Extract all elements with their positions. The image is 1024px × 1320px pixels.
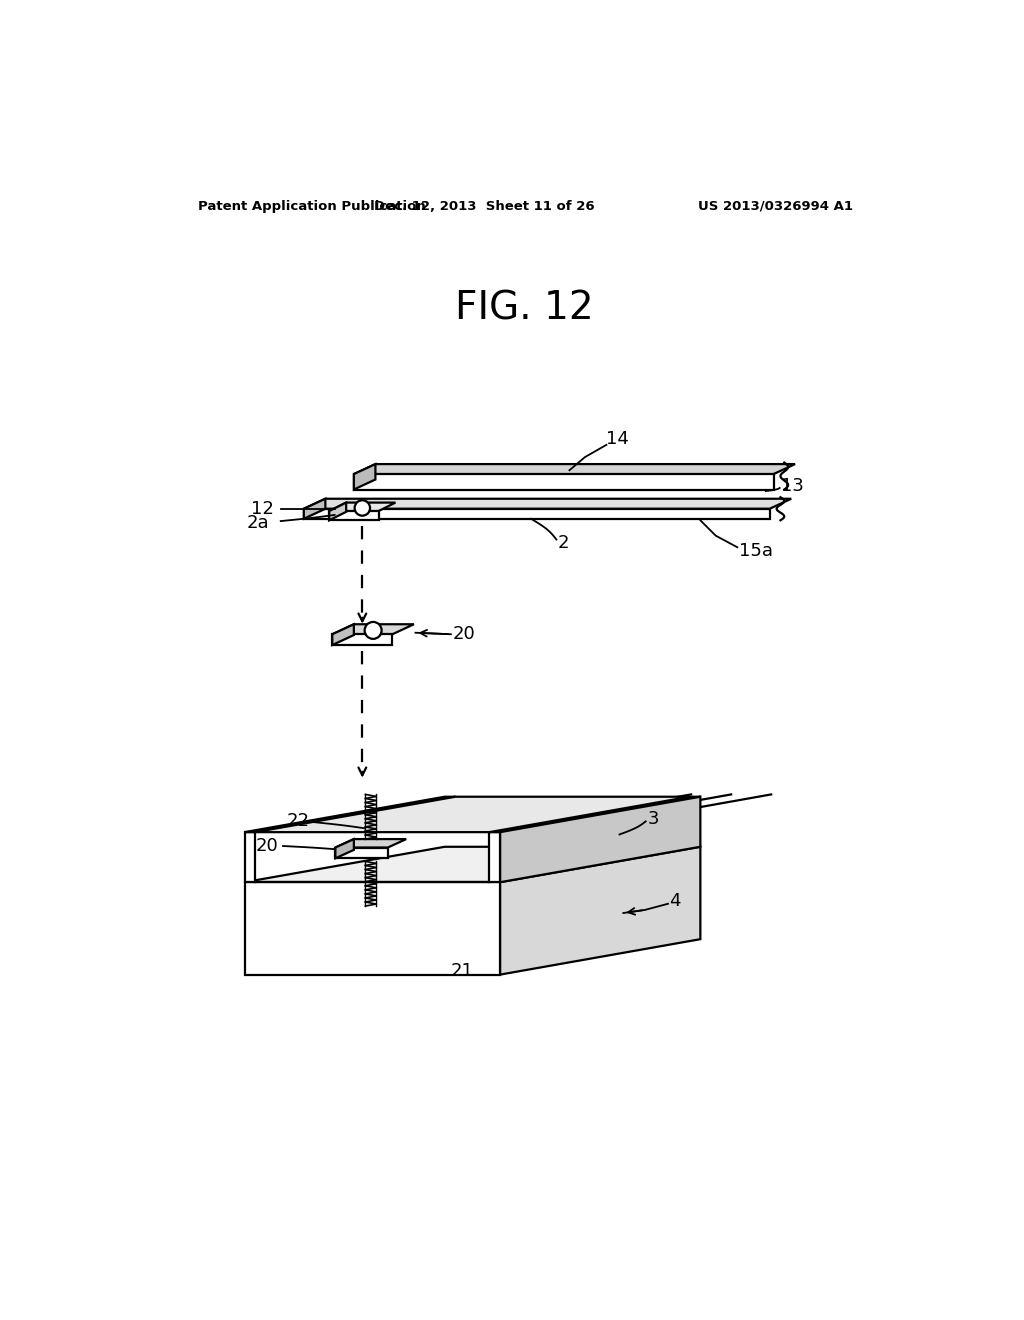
Text: 13: 13 — [781, 477, 804, 495]
Polygon shape — [489, 797, 700, 832]
Polygon shape — [330, 503, 346, 520]
Polygon shape — [333, 635, 392, 645]
Polygon shape — [500, 797, 700, 882]
Text: US 2013/0326994 A1: US 2013/0326994 A1 — [697, 199, 853, 213]
Text: 12: 12 — [251, 500, 273, 517]
Text: 22: 22 — [286, 812, 309, 829]
Polygon shape — [336, 840, 354, 858]
Polygon shape — [354, 465, 795, 474]
Polygon shape — [304, 499, 792, 508]
Text: Patent Application Publication: Patent Application Publication — [199, 199, 426, 213]
Polygon shape — [330, 511, 379, 520]
Polygon shape — [245, 847, 700, 882]
Text: 14: 14 — [606, 430, 630, 449]
Polygon shape — [304, 508, 770, 519]
Polygon shape — [330, 503, 395, 511]
Text: FIG. 12: FIG. 12 — [456, 289, 594, 327]
Text: 20: 20 — [256, 837, 279, 855]
Polygon shape — [354, 474, 773, 490]
Circle shape — [365, 622, 382, 639]
Text: 3: 3 — [648, 810, 659, 828]
Text: 2: 2 — [558, 535, 569, 552]
Text: 15a: 15a — [739, 543, 773, 560]
Polygon shape — [336, 840, 407, 847]
Polygon shape — [333, 624, 354, 645]
Polygon shape — [255, 797, 689, 832]
Text: 4: 4 — [670, 892, 681, 911]
Polygon shape — [304, 499, 326, 519]
Polygon shape — [245, 832, 255, 882]
Polygon shape — [336, 847, 388, 858]
Text: 2a: 2a — [247, 513, 269, 532]
Polygon shape — [354, 465, 376, 490]
Text: Dec. 12, 2013  Sheet 11 of 26: Dec. 12, 2013 Sheet 11 of 26 — [375, 199, 595, 213]
Polygon shape — [333, 624, 414, 635]
Circle shape — [354, 500, 370, 516]
Polygon shape — [245, 882, 500, 974]
Text: 20: 20 — [453, 626, 475, 643]
Polygon shape — [500, 847, 700, 974]
Text: 21: 21 — [451, 962, 473, 979]
Polygon shape — [245, 797, 456, 832]
Polygon shape — [489, 832, 500, 882]
